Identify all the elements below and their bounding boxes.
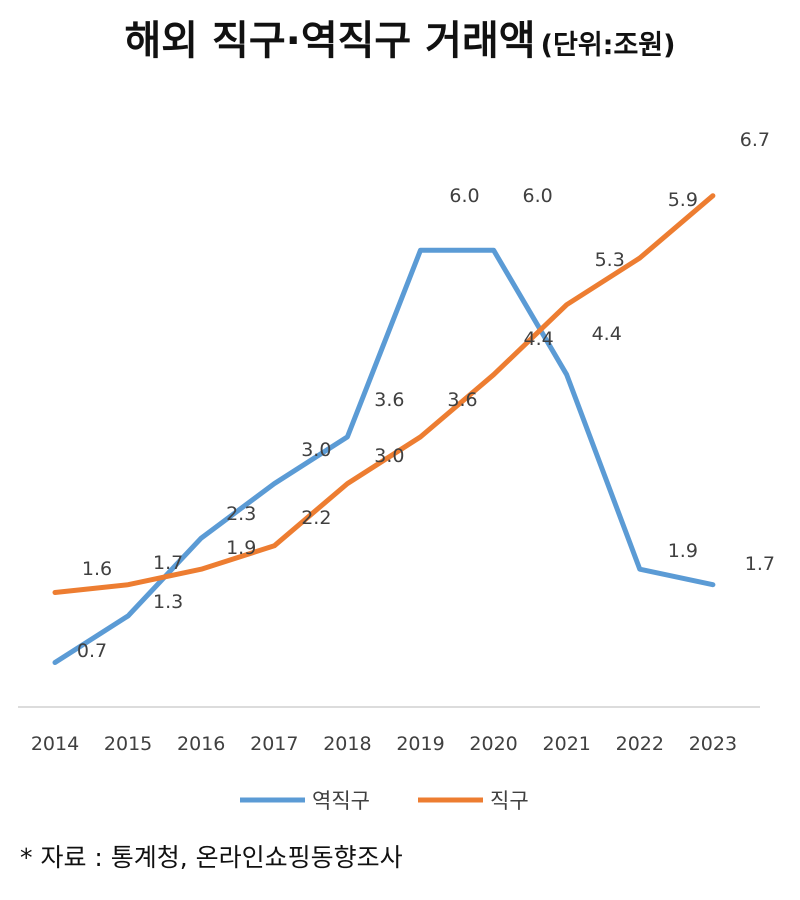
data-label-reverse-direct-2018: 3.6 [374,389,404,411]
data-label-reverse-direct-2014: 0.7 [77,640,107,662]
x-tick-label-2016: 2016 [177,733,225,755]
series-line-direct [52,193,716,595]
data-label-reverse-direct-2019: 6.0 [449,185,479,207]
data-label-reverse-direct-2017: 3.0 [301,439,331,461]
x-tick-label-2019: 2019 [396,733,444,755]
data-label-direct-2015: 1.7 [153,552,183,574]
data-label-direct-2023: 6.7 [740,129,770,151]
chart-title: 해외 직구·역직구 거래액 [124,18,536,64]
data-label-direct-2021: 5.3 [595,249,625,271]
legend-label-reverse-direct: 역직구 [312,789,370,813]
data-label-reverse-direct-2020: 6.0 [522,185,552,207]
data-label-reverse-direct-2015: 1.3 [153,591,183,613]
x-tick-label-2014: 2014 [31,733,79,755]
data-label-direct-2022: 5.9 [668,189,698,211]
data-label-reverse-direct-2016: 2.3 [226,503,256,525]
data-label-direct-2014: 1.6 [82,558,112,580]
data-label-direct-2016: 1.9 [226,537,256,559]
source-note: * 자료 : 통계청, 온라인쇼핑동향조사 [20,843,403,872]
data-label-reverse-direct-2023: 1.7 [745,553,775,575]
chart-title-block: 해외 직구·역직구 거래액 (단위:조원) [0,8,800,66]
data-label-reverse-direct-2021: 4.4 [592,323,622,345]
x-tick-label-2021: 2021 [543,733,591,755]
x-tick-label-2018: 2018 [323,733,371,755]
x-tick-label-2020: 2020 [469,733,517,755]
data-label-direct-2019: 3.6 [447,389,477,411]
data-label-reverse-direct-2022: 1.9 [668,540,698,562]
x-tick-label-2023: 2023 [689,733,737,755]
data-label-direct-2018: 3.0 [374,445,404,467]
x-tick-label-2022: 2022 [616,733,664,755]
chart-unit-note: (단위:조원) [540,30,676,61]
data-label-direct-2020: 4.4 [523,328,553,350]
data-label-direct-2017: 2.2 [301,507,331,529]
x-tick-label-2015: 2015 [104,733,152,755]
x-tick-label-2017: 2017 [250,733,298,755]
legend-label-direct: 직구 [490,789,529,813]
